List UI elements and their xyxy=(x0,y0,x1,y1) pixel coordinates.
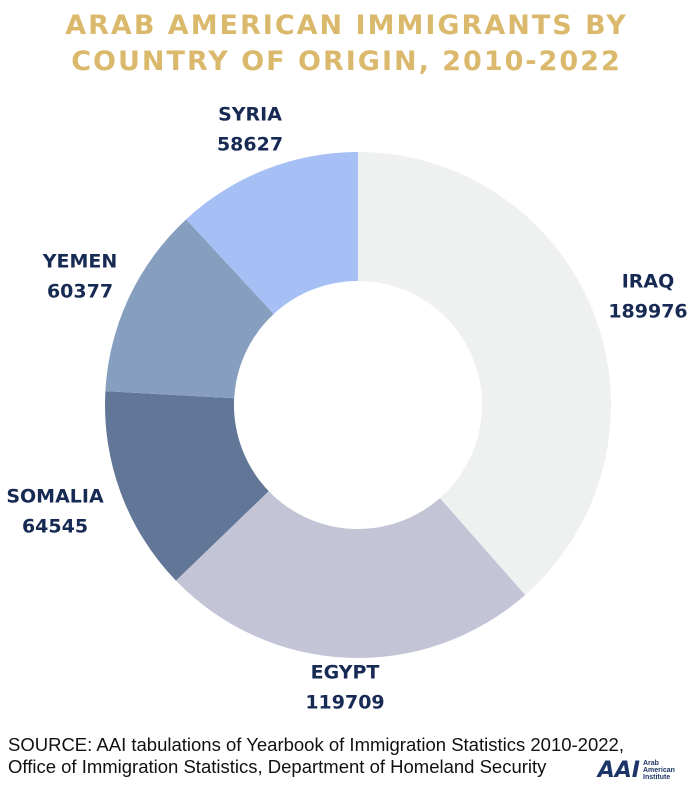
slice-label: EGYPT xyxy=(311,662,380,684)
donut-slice xyxy=(105,219,274,399)
donut-slice xyxy=(175,491,526,659)
slice-value: 58627 xyxy=(217,134,283,156)
slice-value: 189976 xyxy=(608,301,687,323)
donut-slice xyxy=(186,152,358,315)
donut-slice xyxy=(358,152,611,595)
slice-label: IRAQ xyxy=(622,271,675,293)
source-note: SOURCE: AAI tabulations of Yearbook of I… xyxy=(8,734,624,777)
slice-label: SYRIA xyxy=(218,104,282,126)
donut-slice xyxy=(104,391,269,581)
logo: AAI Arab American Institute xyxy=(598,758,683,783)
slice-label: YEMEN xyxy=(42,251,118,273)
slice-value: 64545 xyxy=(22,516,88,538)
logo-text: Arab American Institute xyxy=(643,760,675,781)
slice-value: 60377 xyxy=(47,281,113,303)
logo-mark: AAI xyxy=(597,758,640,783)
chart-title: ARAB AMERICAN IMMIGRANTS BY COUNTRY OF O… xyxy=(65,10,628,77)
slice-label: SOMALIA xyxy=(6,486,104,508)
chart: IRAQ 189976 EGYPT 119709 SOMALIA 64545 YEMEN 60… xyxy=(6,104,687,714)
slice-value: 119709 xyxy=(305,692,384,714)
